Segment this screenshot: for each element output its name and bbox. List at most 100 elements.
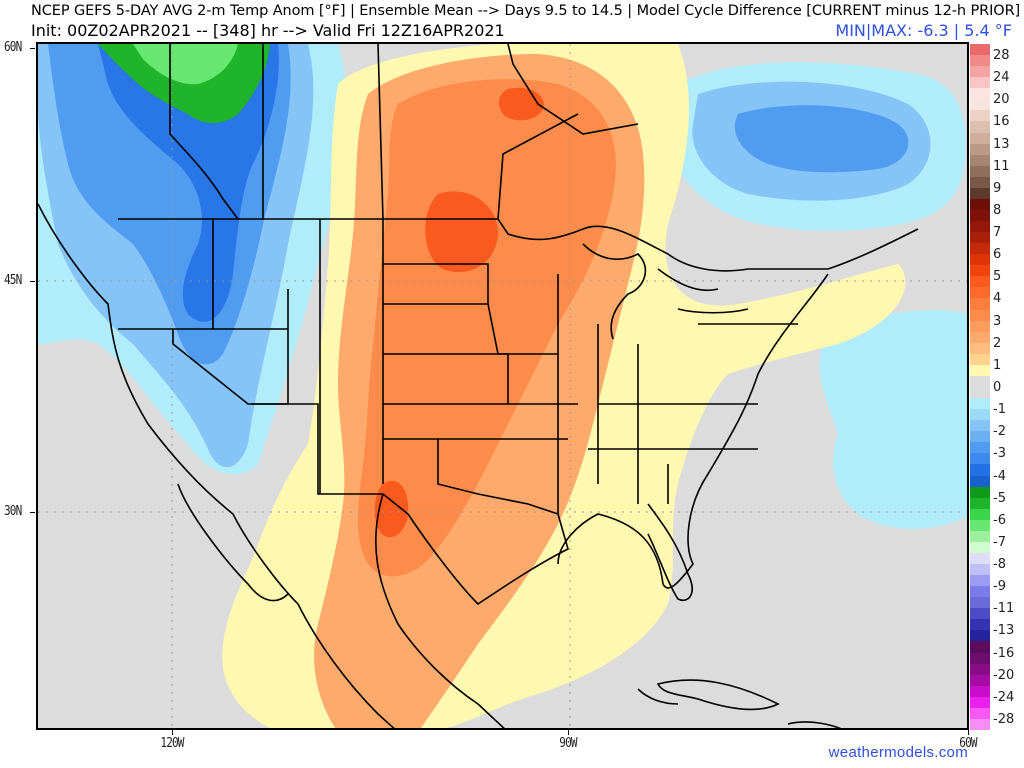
legend-swatch	[970, 497, 990, 510]
legend-label: 24	[993, 70, 1010, 86]
legend-label: -11	[993, 601, 1015, 617]
legend-swatch	[970, 265, 990, 277]
legend-entry: -1	[970, 398, 1024, 421]
legend-entry: 9	[970, 176, 1024, 200]
legend-entry: -8	[970, 552, 1024, 576]
legend-label: 3	[993, 313, 1002, 329]
legend-label: -4	[993, 468, 1006, 484]
legend-swatch	[970, 475, 990, 488]
legend-swatch	[970, 143, 990, 156]
legend-label: -6	[993, 512, 1006, 528]
legend-swatch	[970, 718, 990, 731]
legend-label: -5	[993, 490, 1006, 506]
legend-swatch	[970, 309, 990, 321]
legend-entry: 16	[970, 110, 1024, 133]
legend-swatch	[970, 386, 990, 399]
legend-entry: 2	[970, 331, 1024, 355]
legend-entry: 5	[970, 265, 1024, 288]
legend-swatch	[970, 176, 990, 188]
legend-swatch	[970, 519, 990, 532]
political-boundaries	[38, 44, 919, 728]
credit-link[interactable]: weathermodels.com	[828, 744, 968, 761]
legend-swatch	[970, 276, 990, 288]
legend-label: 1	[993, 357, 1002, 373]
legend-swatch	[970, 243, 990, 255]
legend-entry: 13	[970, 132, 1024, 156]
legend-swatch	[970, 398, 990, 410]
legend-entry: 6	[970, 243, 1024, 266]
legend-swatch	[970, 530, 990, 542]
legend-swatch	[970, 431, 990, 443]
warm-anomaly-3	[358, 79, 616, 577]
legend-swatch	[970, 707, 990, 719]
legend-label: -16	[993, 645, 1015, 661]
legend-label: -28	[993, 711, 1015, 727]
legend-entry: -9	[970, 575, 1024, 598]
legend-entry: 7	[970, 221, 1024, 244]
legend-swatch	[970, 77, 990, 89]
legend-label: 28	[993, 48, 1010, 64]
legend-label: -3	[993, 446, 1006, 462]
legend-swatch	[970, 298, 990, 311]
legend-swatch	[970, 165, 990, 178]
legend-label: 11	[993, 158, 1010, 174]
color-scale-legend: 28 24 20 16 13 11 9 8 7 6 5 4 3 2 1 0 -1 -2 -3 -4 -5 -6 -7 -8 -9…	[970, 44, 1024, 731]
lon-label: 60W	[959, 736, 977, 751]
legend-label: 9	[993, 180, 1002, 196]
legend-swatch	[970, 209, 990, 222]
legend-swatch	[970, 442, 990, 454]
chart-title: NCEP GEFS 5-DAY AVG 2-m Temp Anom [°F] |…	[31, 3, 1021, 19]
legend-swatch	[970, 685, 990, 697]
legend-swatch	[970, 630, 990, 642]
lat-label: 30N	[4, 504, 22, 519]
lon-tick	[968, 730, 969, 735]
legend-entry: -2	[970, 420, 1024, 443]
min-max-readout: MIN|MAX: -6.3 | 5.4 °F	[835, 21, 1012, 40]
legend-label: -13	[993, 623, 1015, 639]
legend-swatch	[970, 608, 990, 620]
legend-swatch	[970, 652, 990, 665]
legend-swatch	[970, 597, 990, 609]
legend-entry: 20	[970, 88, 1024, 111]
legend-swatch	[970, 110, 990, 122]
legend-swatch	[970, 353, 990, 365]
warm-anomaly-4-dakotas	[425, 191, 498, 273]
legend-swatch	[970, 508, 990, 520]
legend-label: -2	[993, 424, 1006, 440]
legend-label: -7	[993, 534, 1006, 550]
legend-swatch	[970, 641, 990, 653]
legend-entry: 28	[970, 44, 1024, 67]
legend-swatch	[970, 121, 990, 133]
legend-entry: 4	[970, 287, 1024, 311]
lat-label: 45N	[4, 273, 22, 288]
legend-swatch	[970, 331, 990, 343]
legend-swatch	[970, 254, 990, 266]
legend-swatch	[970, 674, 990, 687]
legend-swatch	[970, 464, 990, 476]
legend-label: 5	[993, 269, 1002, 285]
legend-swatch	[970, 132, 990, 144]
legend-label: 2	[993, 335, 1002, 351]
legend-swatch	[970, 696, 990, 709]
legend-swatch	[970, 663, 990, 675]
map-canvas	[38, 44, 967, 728]
lat-tick	[30, 281, 35, 282]
legend-label: 13	[993, 136, 1010, 152]
lon-label: 120W	[160, 736, 184, 751]
legend-label: -8	[993, 557, 1006, 573]
legend-swatch	[970, 575, 990, 587]
legend-swatch	[970, 453, 990, 465]
legend-swatch	[970, 342, 990, 355]
legend-swatch	[970, 99, 990, 111]
legend-entry: -5	[970, 486, 1024, 510]
legend-swatch	[970, 187, 990, 200]
legend-swatch	[970, 619, 990, 631]
lon-tick	[568, 730, 569, 735]
legend-entry: -28	[970, 707, 1024, 731]
legend-swatch	[970, 221, 990, 233]
legend-swatch	[970, 287, 990, 299]
legend-swatch	[970, 88, 990, 100]
graticule	[38, 44, 967, 728]
legend-entry: 0	[970, 375, 1024, 399]
quebec-cold-3	[734, 105, 909, 173]
